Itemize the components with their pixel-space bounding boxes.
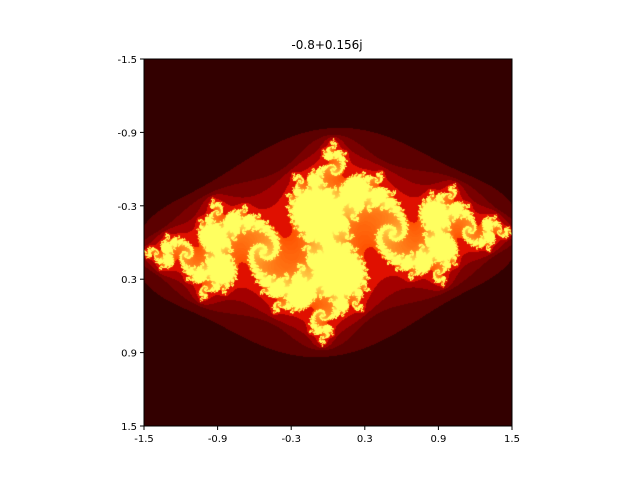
x-tick-label: -0.3 <box>281 434 301 445</box>
plot-area <box>144 59 512 426</box>
y-tick-label: -1.5 <box>117 55 137 66</box>
x-tick-label: 1.5 <box>504 434 520 445</box>
x-tick-label: -1.5 <box>134 434 154 445</box>
y-tick-label: -0.3 <box>117 202 137 213</box>
julia-heatmap <box>144 59 512 426</box>
y-axis: -1.5 -0.9 -0.3 0.3 0.9 1.5 <box>117 55 144 433</box>
chart-title: -0.8+0.156j <box>291 38 362 52</box>
y-tick-label: -0.9 <box>117 128 137 139</box>
x-tick-label: -0.9 <box>208 434 228 445</box>
plot-frame <box>143 58 513 427</box>
x-tick-label: 0.3 <box>357 434 373 445</box>
x-axis: -1.5 -0.9 -0.3 0.3 0.9 1.5 <box>134 426 520 445</box>
y-tick-label: 0.9 <box>121 349 137 360</box>
x-tick-label: 0.9 <box>430 434 446 445</box>
y-tick-label: 1.5 <box>121 422 137 433</box>
y-tick-label: 0.3 <box>121 275 137 286</box>
